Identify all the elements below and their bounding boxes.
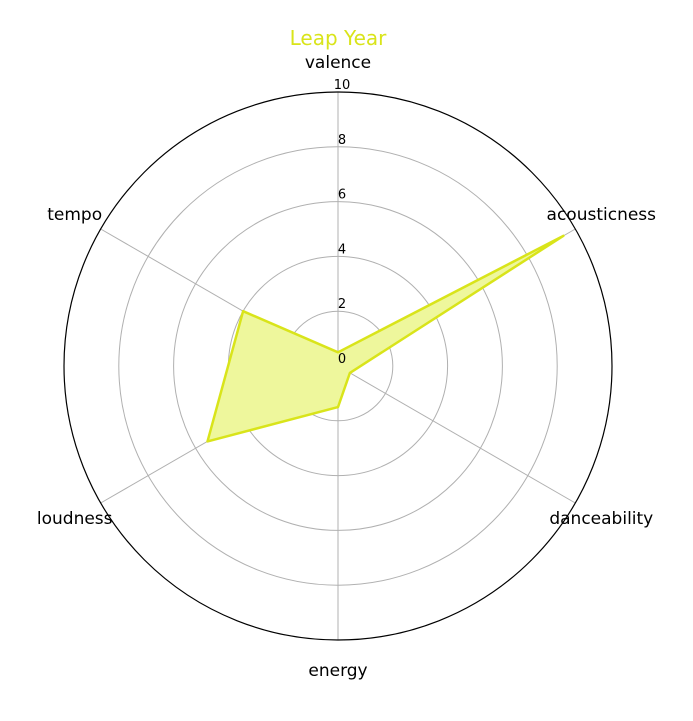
radial-tick-label: 2 [338,297,346,312]
spoke-danceability [337,365,576,504]
chart-title: Leap Year [290,26,388,50]
axis-label-valence: valence [305,53,371,73]
axis-label-danceability: danceability [549,509,653,529]
radial-tick-label: 0 [338,352,346,367]
axis-label-acousticness: acousticness [547,205,657,225]
radial-tick-label: 8 [338,133,346,148]
outer-ring [63,91,613,641]
data-layer [206,234,565,443]
radial-tick-label: 4 [338,242,346,257]
axis-label-energy: energy [308,661,367,681]
series-polygon [206,234,565,443]
radial-tick-label: 10 [334,78,351,93]
radial-tick-label: 6 [338,188,346,203]
axis-label-loudness: loudness [37,509,113,529]
label-layer: 0 2 4 6 8 10 valence acousticness danceability en… [37,53,656,681]
axis-label-tempo: tempo [47,205,102,225]
